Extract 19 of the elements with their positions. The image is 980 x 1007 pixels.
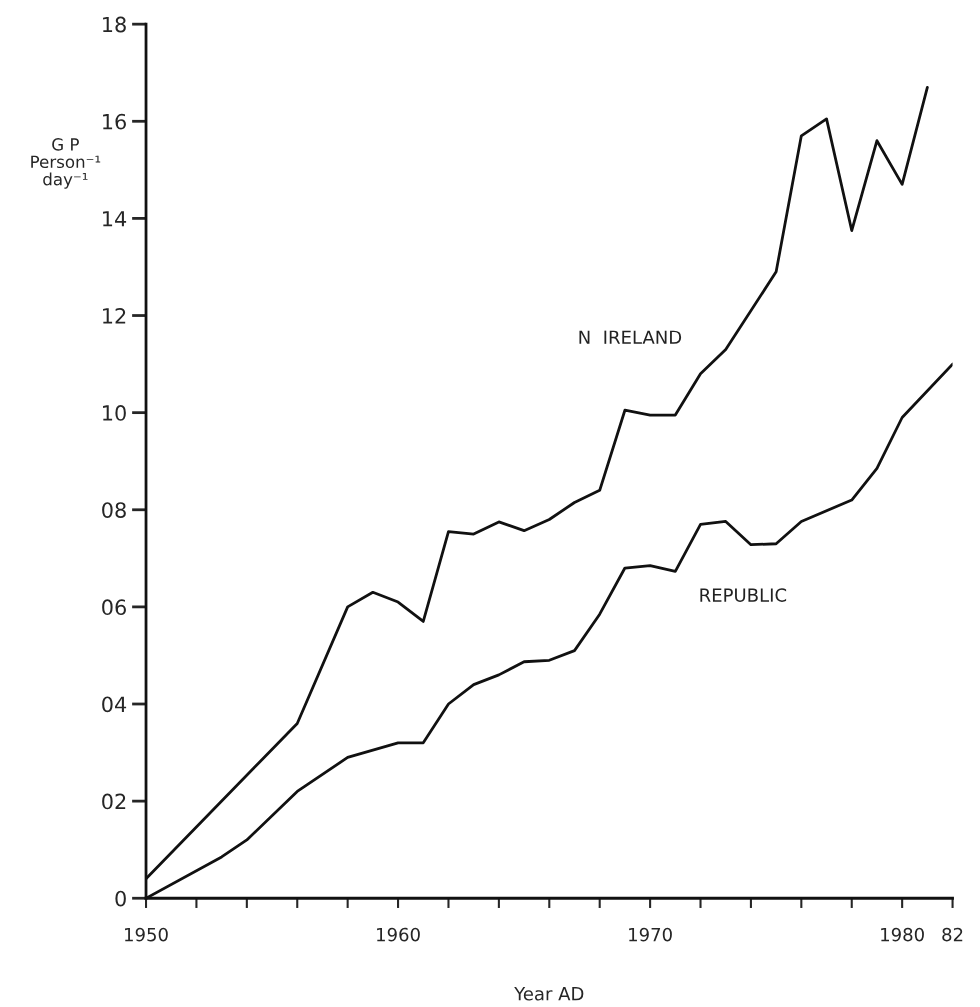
x-tick-label: 1960 — [377, 927, 420, 942]
y-tick-label: 08 — [102, 502, 126, 518]
x-tick-label: 1950 — [125, 927, 168, 942]
series-label: N IRELAND — [579, 330, 682, 344]
y-axis-title: G P Person⁻¹ day⁻¹ — [31, 138, 101, 189]
y-tick-label: 02 — [102, 793, 126, 810]
y-tick-label: 16 — [103, 113, 126, 130]
y-tick-label: 18 — [103, 16, 126, 33]
x-tick-label: 1970 — [629, 927, 672, 942]
y-tick-label: 10 — [103, 405, 126, 421]
y-tick-label: 12 — [103, 307, 126, 324]
y-tick-label: 06 — [102, 599, 126, 616]
y-tick-label: 0 — [115, 890, 126, 907]
y-tick-label: 14 — [103, 211, 127, 227]
x-tick-label: 82 — [942, 927, 963, 942]
y-tick-label: 04 — [102, 696, 127, 713]
x-axis-title: Year AD — [514, 987, 584, 1001]
x-tick-label: 1980 — [881, 927, 924, 942]
series-label: REPUBLIC — [700, 588, 787, 602]
